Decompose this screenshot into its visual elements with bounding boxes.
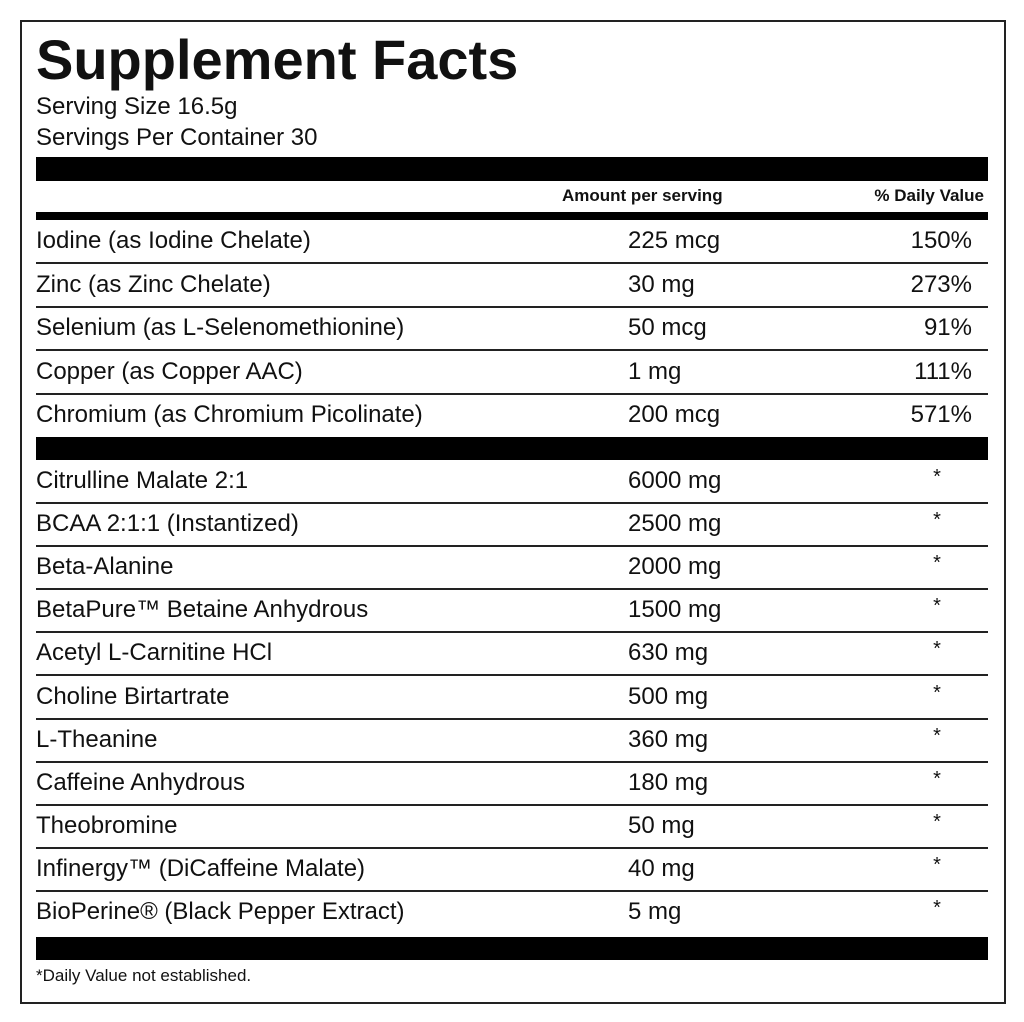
daily-value: *	[933, 767, 941, 790]
row-divider	[36, 502, 988, 504]
ingredient-name: Beta-Alanine	[36, 553, 174, 581]
amount: 50 mg	[628, 811, 695, 839]
daily-value-header: % Daily Value	[874, 186, 984, 205]
row-divider	[36, 674, 988, 677]
ingredient-name: Copper (as Copper AAC)	[36, 357, 303, 385]
ingredient-name: Iodine (as Iodine Chelate)	[36, 227, 311, 254]
thick-bar	[36, 937, 988, 960]
ingredient-name: L-Theanine	[36, 725, 158, 753]
daily-value: *	[933, 595, 941, 618]
title: Supplement Facts	[36, 28, 519, 91]
ingredient-name: BioPerine® (Black Pepper Extract)	[36, 898, 405, 925]
ingredient-name: Chromium (as Chromium Picolinate)	[36, 401, 423, 428]
amount: 360 mg	[628, 725, 709, 753]
serving-size: Serving Size 16.5g	[36, 93, 238, 120]
amount: 40 mg	[628, 854, 695, 882]
ingredient-name: Caffeine Anhydrous	[36, 768, 246, 796]
amount: 1 mg	[628, 357, 682, 385]
daily-value: 273%	[910, 270, 972, 298]
row-divider	[36, 392, 988, 395]
amount: 200 mcg	[628, 401, 721, 428]
daily-value: 571%	[910, 401, 972, 428]
row-divider	[36, 889, 988, 892]
amount: 2000 mg	[628, 553, 722, 581]
medium-bar	[36, 212, 988, 220]
amount: 180 mg	[628, 768, 709, 796]
row-divider	[36, 717, 988, 720]
amount: 225 mcg	[628, 227, 721, 254]
daily-value: 150%	[910, 227, 972, 254]
ingredient-name: Selenium (as L-Selenomethionine)	[36, 314, 405, 341]
daily-value: *	[933, 509, 941, 532]
row-divider	[36, 631, 988, 634]
ingredient-name: Acetyl L-Carnitine HCl	[36, 639, 273, 667]
amount: 50 mcg	[628, 314, 707, 341]
daily-value: *	[933, 810, 941, 833]
ingredient-name: BCAA 2:1:1 (Instantized)	[36, 510, 299, 538]
row-divider	[36, 545, 988, 548]
thick-bar	[36, 437, 988, 460]
amount: 500 mg	[628, 682, 709, 710]
daily-value: *	[933, 552, 941, 575]
ingredient-name: Citrulline Malate 2:1	[36, 467, 249, 494]
row-divider	[36, 803, 988, 806]
row-divider	[36, 846, 988, 849]
row-divider	[36, 588, 988, 591]
daily-value: 91%	[923, 314, 972, 341]
daily-value: 111%	[914, 357, 972, 385]
ingredient-name: BetaPure™ Betaine Anhydrous	[36, 596, 369, 624]
ingredient-name: Zinc (as Zinc Chelate)	[36, 270, 271, 298]
amount: 1500 mg	[628, 596, 722, 624]
daily-value: *	[933, 853, 941, 876]
daily-value: *	[933, 724, 941, 747]
amount: 30 mg	[628, 270, 695, 298]
servings-per-container: Servings Per Container 30	[36, 124, 318, 151]
daily-value: *	[933, 638, 941, 661]
daily-value: *	[933, 897, 941, 919]
row-divider	[36, 305, 988, 308]
label-border	[20, 20, 1006, 1004]
row-divider	[36, 262, 988, 264]
amount: 6000 mg	[628, 467, 722, 494]
row-divider	[36, 349, 988, 351]
ingredient-name: Theobromine	[36, 811, 178, 839]
ingredient-name: Infinergy™ (DiCaffeine Malate)	[36, 854, 366, 882]
daily-value: *	[933, 681, 941, 704]
row-divider	[36, 760, 988, 763]
amount: 5 mg	[628, 898, 682, 925]
amount: 2500 mg	[628, 510, 722, 538]
daily-value: *	[933, 466, 941, 488]
amount: 630 mg	[628, 639, 709, 667]
amount-header: Amount per serving	[562, 186, 723, 205]
ingredient-name: Choline Birtartrate	[36, 682, 230, 710]
thick-bar	[36, 157, 988, 181]
footnote: *Daily Value not established.	[36, 966, 252, 985]
